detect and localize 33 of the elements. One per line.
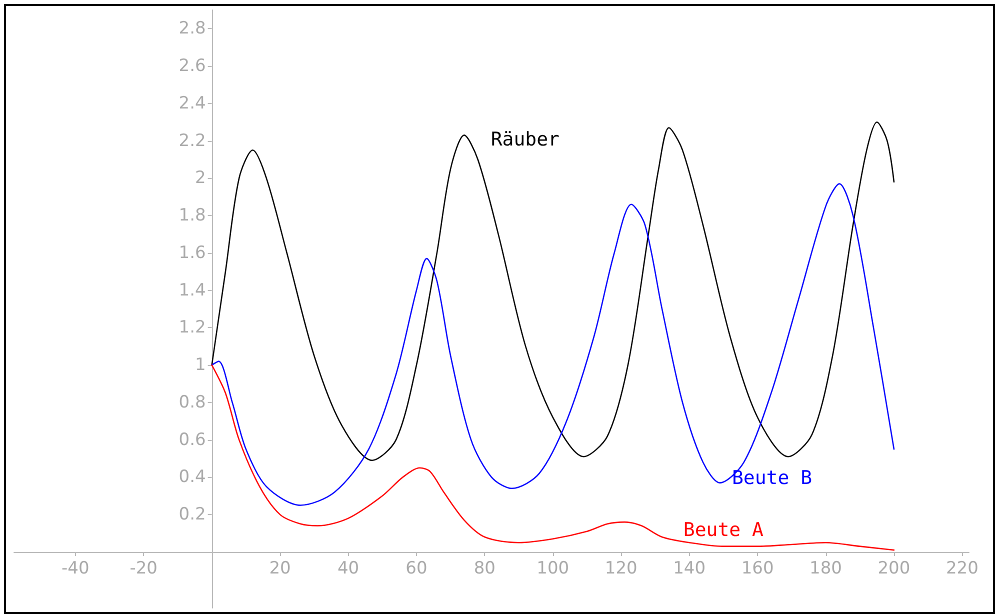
y-tick-label: 1.8	[178, 206, 206, 226]
x-tick-label: 180	[810, 558, 842, 578]
y-tick-label: 1.6	[178, 242, 206, 263]
x-tick-label: 120	[604, 558, 638, 578]
series-label: Räuber	[490, 128, 560, 150]
x-tick-label: 140	[673, 558, 706, 578]
y-tick-label: 1.2	[178, 318, 206, 338]
x-tick-label: 100	[536, 558, 570, 578]
line-series	[211, 183, 895, 506]
line-series	[211, 364, 895, 551]
y-tick-label: 1	[194, 355, 206, 376]
series-label: Beute B	[732, 467, 812, 490]
x-tick-label: -40	[62, 558, 90, 578]
y-tick-label: 2.6	[178, 56, 206, 76]
series-label: Beute A	[683, 518, 764, 541]
x-tick-label: 80	[474, 558, 496, 578]
y-tick-label: 0.6	[178, 430, 206, 450]
x-tick-label: 200	[878, 558, 910, 578]
y-tick-label: 2	[194, 168, 206, 188]
x-tick-label: 40	[337, 558, 360, 578]
x-tick-label: -20	[130, 558, 158, 578]
y-tick-label: 2.4	[178, 93, 206, 114]
x-tick-label: 160	[741, 558, 774, 578]
x-tick-label: 20	[269, 558, 291, 578]
y-tick-label: 2.2	[178, 130, 206, 151]
y-tick-label: 0.8	[178, 392, 206, 412]
y-tick-label: 0.2	[178, 504, 206, 525]
line-series	[211, 121, 895, 462]
y-tick-label: 0.4	[178, 467, 206, 488]
y-tick-label: 1.4	[178, 280, 206, 300]
y-tick-label: 2.8	[178, 18, 206, 39]
x-tick-label: 60	[406, 558, 428, 578]
x-tick-label: 220	[946, 558, 978, 578]
